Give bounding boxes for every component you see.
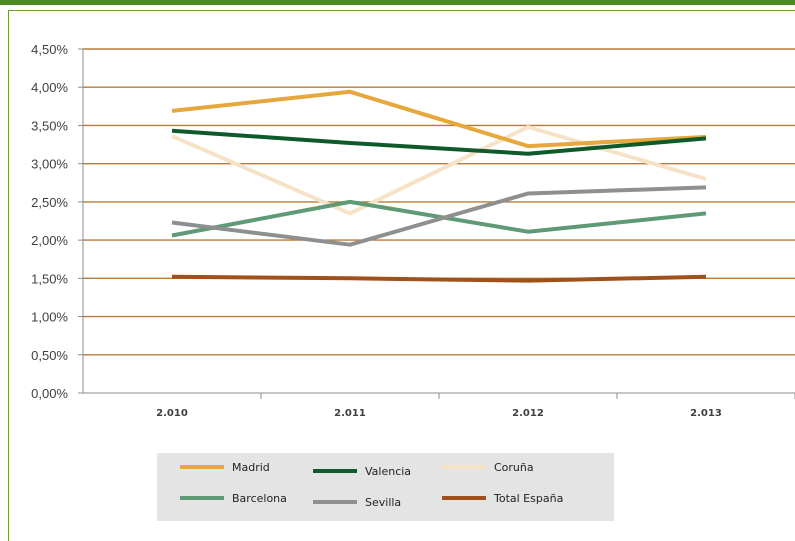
y-tick-label: 4,00% xyxy=(31,80,68,95)
series-lines xyxy=(171,89,707,283)
legend-box xyxy=(157,453,614,521)
series-line-barcelona xyxy=(171,199,707,238)
legend-label: Barcelona xyxy=(232,492,287,505)
y-tick-label: 3,00% xyxy=(31,157,68,172)
series-line-total-españa xyxy=(171,274,707,283)
frame-top-border xyxy=(8,10,795,11)
x-tick-label: 2.013 xyxy=(690,408,722,419)
series-line-coruña xyxy=(171,125,707,216)
gridlines xyxy=(83,48,795,356)
frame-left-border xyxy=(8,10,9,541)
y-tick-label: 2,00% xyxy=(31,233,68,248)
legend-label: Total España xyxy=(493,492,563,505)
x-tick-label: 2.012 xyxy=(512,408,544,419)
x-axis-tick-labels: 2.010 2.011 2.012 2.013 xyxy=(156,408,722,419)
legend-label: Sevilla xyxy=(365,496,401,509)
y-tick-label: 3,50% xyxy=(31,118,68,133)
header-accent-bar xyxy=(0,0,795,5)
x-tick-label: 2.010 xyxy=(156,408,188,419)
legend-label: Valencia xyxy=(365,465,411,478)
y-tick-label: 1,00% xyxy=(31,310,68,325)
series-line-sevilla xyxy=(171,185,707,247)
y-tick-label: 0,00% xyxy=(31,386,68,401)
series-line-valencia xyxy=(171,128,707,156)
legend-label: Madrid xyxy=(232,461,270,474)
legend-label: Coruña xyxy=(494,461,534,474)
axes xyxy=(78,48,795,399)
legend: Madrid Valencia Coruña Barcelona Sevilla Tota… xyxy=(157,453,614,521)
y-tick-label: 0,50% xyxy=(31,348,68,363)
y-axis-tick-labels: 0,00% 0,50% 1,00% 1,50% 2,00% 2,50% 3,00% 3,50%… xyxy=(31,42,68,401)
y-tick-label: 2,50% xyxy=(31,195,68,210)
series-line-madrid xyxy=(171,89,707,149)
x-tick-label: 2.011 xyxy=(334,408,366,419)
y-tick-label: 4,50% xyxy=(31,42,68,57)
y-tick-label: 1,50% xyxy=(31,271,68,286)
